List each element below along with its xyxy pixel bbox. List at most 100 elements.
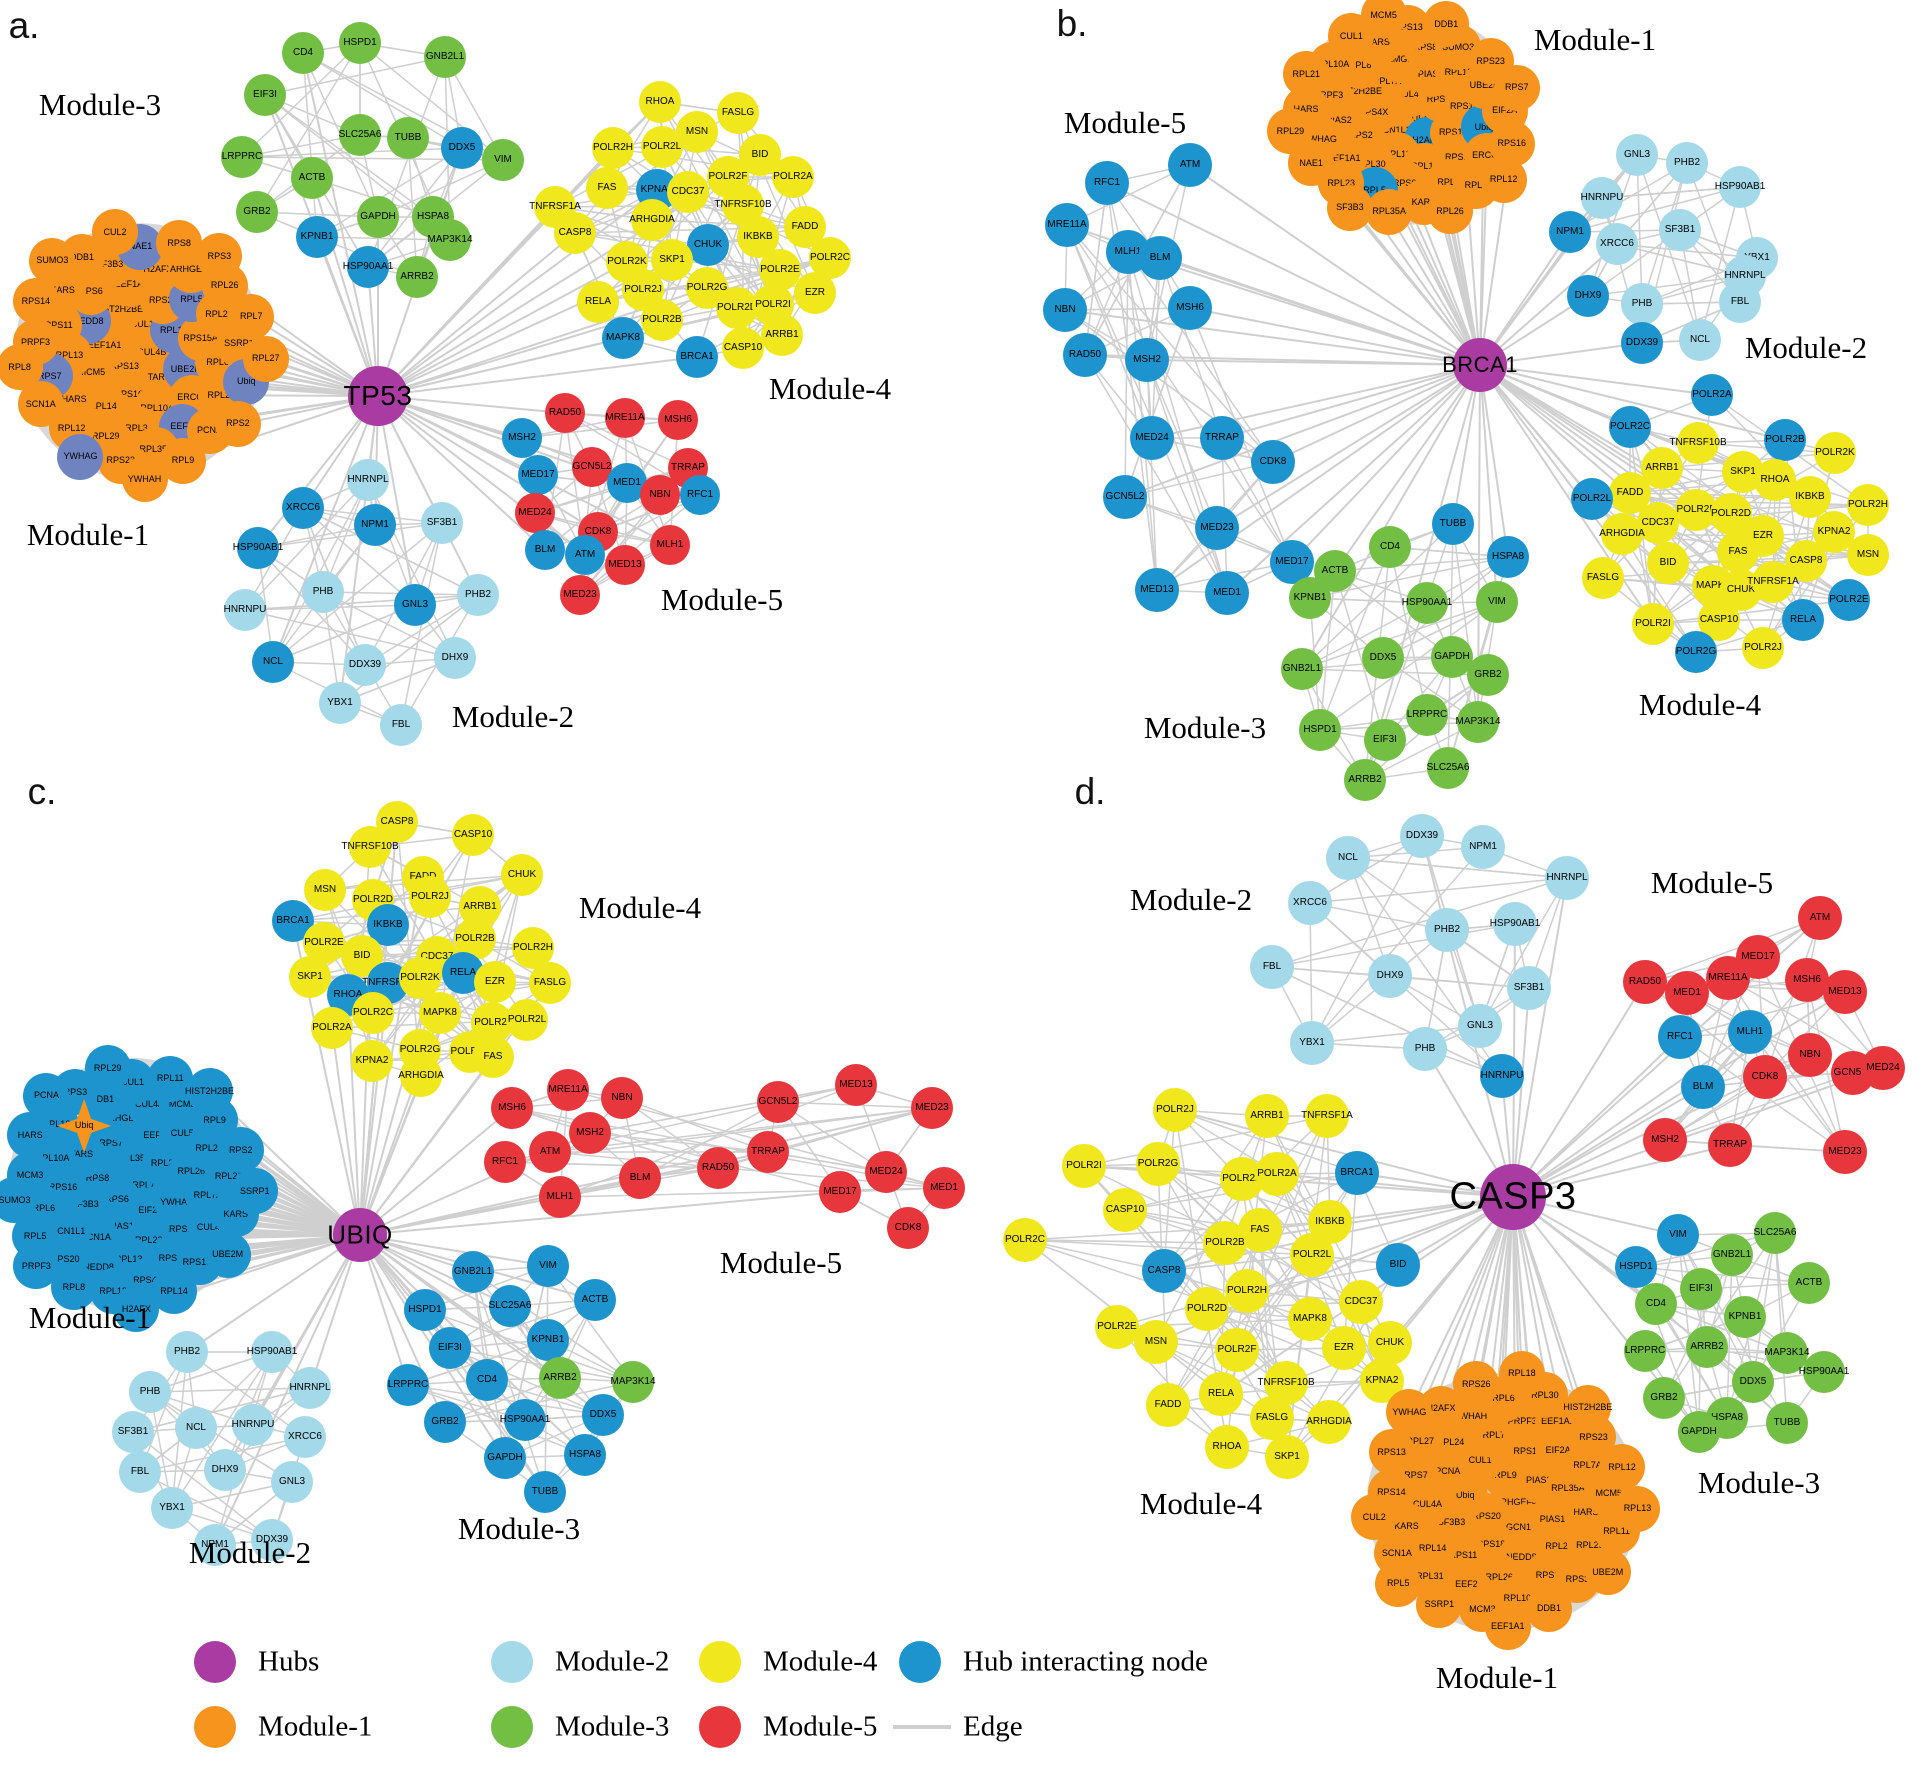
gene-node: POLR2H <box>1225 1269 1269 1313</box>
edge <box>589 1084 857 1134</box>
edge <box>339 395 379 704</box>
edge <box>1084 182 1108 356</box>
edge <box>364 594 479 666</box>
module-label: Module-3 <box>38 87 162 122</box>
gene-node: BRCA1 <box>1335 1151 1379 1195</box>
gene-node: MLH1 <box>650 525 690 565</box>
edge <box>377 395 566 414</box>
legend-label: Hub interacting node <box>963 1645 1208 1678</box>
edge <box>1587 275 1746 297</box>
module-label: Module-1 <box>28 1300 152 1335</box>
gene-node: DDX5 <box>1732 1361 1774 1403</box>
gene-node: POLR2A <box>1691 374 1733 416</box>
gene-node: TUBB <box>387 117 429 159</box>
panel-letter-b: b. <box>1056 3 1088 44</box>
gene-node: POLR2J <box>1153 1088 1197 1132</box>
gene-node: SSRP1 <box>231 1168 278 1215</box>
gene-node: NPM1 <box>1461 825 1505 869</box>
gene-node: POLR2L <box>1571 478 1613 520</box>
gene-node: SLC25A6 <box>1754 1212 1796 1254</box>
edge <box>311 177 379 397</box>
gene-node: POLR2L <box>506 999 548 1041</box>
edge <box>244 609 456 659</box>
gene-node: GRB2 <box>424 1401 466 1443</box>
edge <box>214 1234 361 1546</box>
edge <box>359 1107 513 1236</box>
legend-swatch-module-5 <box>699 1706 741 1748</box>
gene-node: ARRB2 <box>396 256 438 298</box>
gene-node: MED13 <box>835 1064 877 1106</box>
edge <box>1655 1303 1788 1354</box>
gene-node: ARHGDIA <box>629 199 675 241</box>
gene-node: TNFRSF10B <box>341 826 399 868</box>
gene-node: FAS <box>1717 531 1759 573</box>
gene-node: PHB <box>129 1371 171 1413</box>
edge <box>1159 257 1481 366</box>
module-label: Module-2 <box>451 699 575 734</box>
gene-node: VIM <box>482 139 524 181</box>
edge <box>1512 1036 1681 1198</box>
gene-node: POLR2G <box>1675 631 1717 673</box>
gene-node: RPL12 <box>1480 156 1527 203</box>
module-label: Module-1 <box>26 517 150 552</box>
module-label: Module-5 <box>1650 865 1774 900</box>
gene-node: POLR2C <box>1609 406 1651 448</box>
gene-node: TUBB <box>1766 1402 1808 1444</box>
gene-node: SF3B1 <box>112 1411 154 1453</box>
gene-node: MED17 <box>518 455 558 495</box>
gene-node: POLR2D <box>1185 1287 1229 1331</box>
edge <box>1479 877 1568 1027</box>
gene-node: BLM <box>619 1157 661 1199</box>
gene-node: SUMO3 <box>29 237 76 284</box>
gene-node: MSH2 <box>569 1112 611 1154</box>
edge <box>1319 601 1498 731</box>
gene-node: CDC37 <box>667 171 709 213</box>
gene-node: POLR2B <box>1203 1221 1247 1265</box>
gene-node: RPS23 <box>1467 38 1514 85</box>
edge <box>1024 1239 1165 1272</box>
gene-node: PHB <box>1621 283 1663 325</box>
gene-node: HNRNPL <box>289 1367 331 1409</box>
gene-node: RFC1 <box>484 1141 526 1183</box>
gene-node: HSP90AB1 <box>233 527 283 569</box>
gene-node: MSN <box>1134 1320 1178 1364</box>
gene-node: RELA <box>1199 1372 1243 1416</box>
gene-node: CHUK <box>501 854 543 896</box>
gene-node: HIST2H2BE <box>185 1068 234 1115</box>
gene-node: MSN <box>1847 534 1889 576</box>
gene-node: MSH6 <box>658 400 698 440</box>
gene-node: MED13 <box>1823 970 1867 1014</box>
panel-letter-a: a. <box>8 5 40 46</box>
edge <box>1272 364 1481 463</box>
hub-node-brca1 <box>1453 338 1507 392</box>
edge <box>1512 991 1846 1198</box>
edge <box>149 1391 293 1483</box>
gene-node: FAS <box>472 1036 514 1078</box>
gene-node: RPS14 <box>12 278 59 325</box>
gene-node: TRRAP <box>747 1131 789 1173</box>
gene-node: DDX39 <box>344 644 386 686</box>
gene-node: PRPF3 <box>13 1243 60 1290</box>
gene-node: SF3B1 <box>1507 966 1551 1010</box>
gene-node: POLR2J <box>1742 627 1784 669</box>
gene-node: EZR <box>794 272 836 314</box>
edge <box>1479 364 1654 625</box>
gene-node: MAPK8 <box>419 992 461 1034</box>
module-label: Module-1 <box>1435 1660 1559 1695</box>
gene-node: TUBB <box>524 1471 566 1513</box>
edge <box>1221 437 1293 563</box>
gene-node: HSP90AB1 <box>1715 166 1765 208</box>
edge <box>1155 1178 1243 1343</box>
gene-node: FADD <box>1146 1383 1190 1427</box>
gene-node: SF3B1 <box>1659 209 1701 251</box>
gene-node: DHX9 <box>434 637 476 679</box>
edge <box>1226 364 1481 594</box>
gene-node: POLR2G <box>1136 1142 1180 1186</box>
gene-node: UBE2M <box>1584 1549 1631 1596</box>
gene-node: CDK8 <box>1743 1055 1787 1099</box>
edge <box>1319 546 1391 731</box>
gene-node: SF3B1 <box>421 502 463 544</box>
gene-node: HSPA8 <box>1487 536 1529 578</box>
edge <box>589 1132 719 1169</box>
gene-node: MED1 <box>923 1167 965 1209</box>
